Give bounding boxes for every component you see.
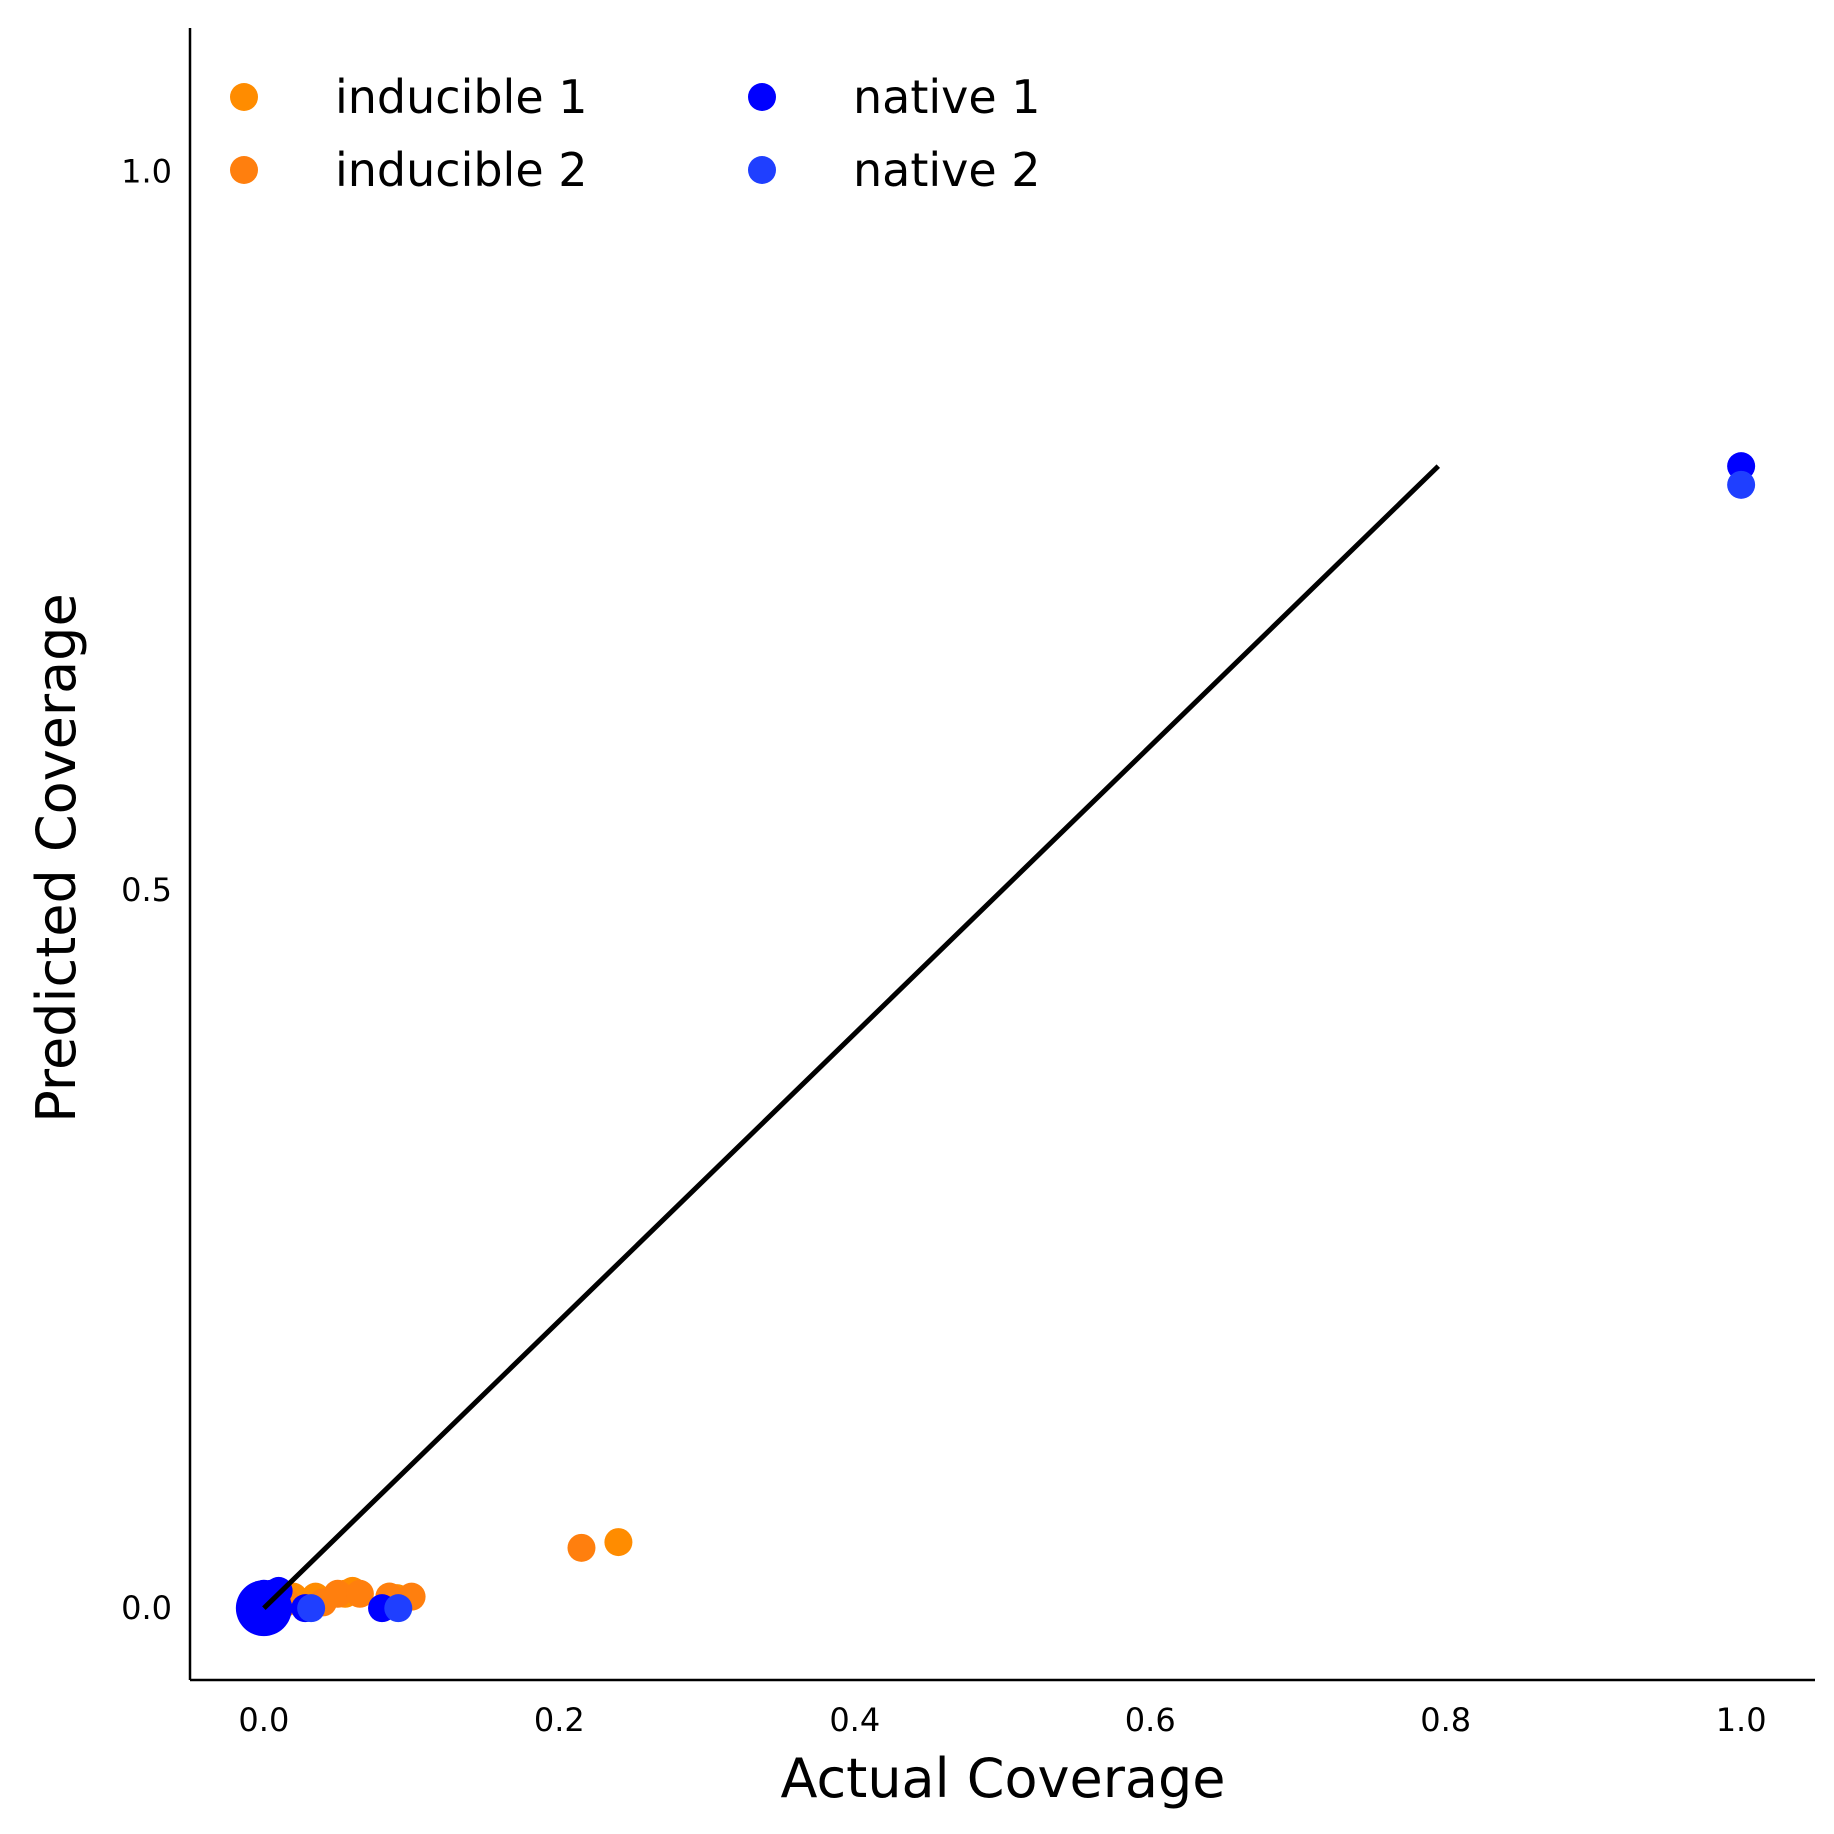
legend-label: inducible 1 (335, 70, 588, 124)
data-point (345, 1579, 374, 1608)
y-tick-label: 0.0 (121, 1589, 172, 1627)
data-point (323, 1579, 352, 1608)
plot-marks (235, 452, 1756, 1637)
y-tick-label: 0.5 (121, 871, 172, 909)
data-point (297, 1594, 326, 1623)
legend-marker (230, 83, 258, 111)
x-tick-label: 0.2 (534, 1701, 585, 1739)
x-tick-label: 0.6 (1125, 1701, 1176, 1739)
legend-label: inducible 2 (335, 143, 588, 197)
legend-label: native 1 (853, 70, 1041, 124)
y-tick-label: 1.0 (121, 153, 172, 191)
data-point (384, 1594, 413, 1623)
legend: inducible 1 inducible 2 native 1 native 2 (230, 70, 1041, 197)
x-tick-label: 1.0 (1716, 1701, 1767, 1739)
y-tick-labels: 0.0 0.5 1.0 (121, 153, 172, 1628)
data-point (604, 1528, 633, 1557)
x-tick-label: 0.0 (238, 1701, 289, 1739)
y-axis-title: Predicted Coverage (25, 593, 88, 1122)
x-tick-labels: 0.0 0.2 0.4 0.6 0.8 1.0 (238, 1701, 1766, 1739)
x-axis-title: Actual Coverage (780, 1747, 1225, 1810)
x-tick-label: 0.8 (1420, 1701, 1471, 1739)
data-point (1727, 470, 1756, 499)
data-point (567, 1533, 596, 1562)
legend-marker (748, 156, 776, 184)
legend-marker (748, 83, 776, 111)
legend-label: native 2 (853, 143, 1041, 197)
legend-marker (230, 156, 258, 184)
x-tick-label: 0.4 (829, 1701, 880, 1739)
reference-line (262, 464, 1441, 1610)
